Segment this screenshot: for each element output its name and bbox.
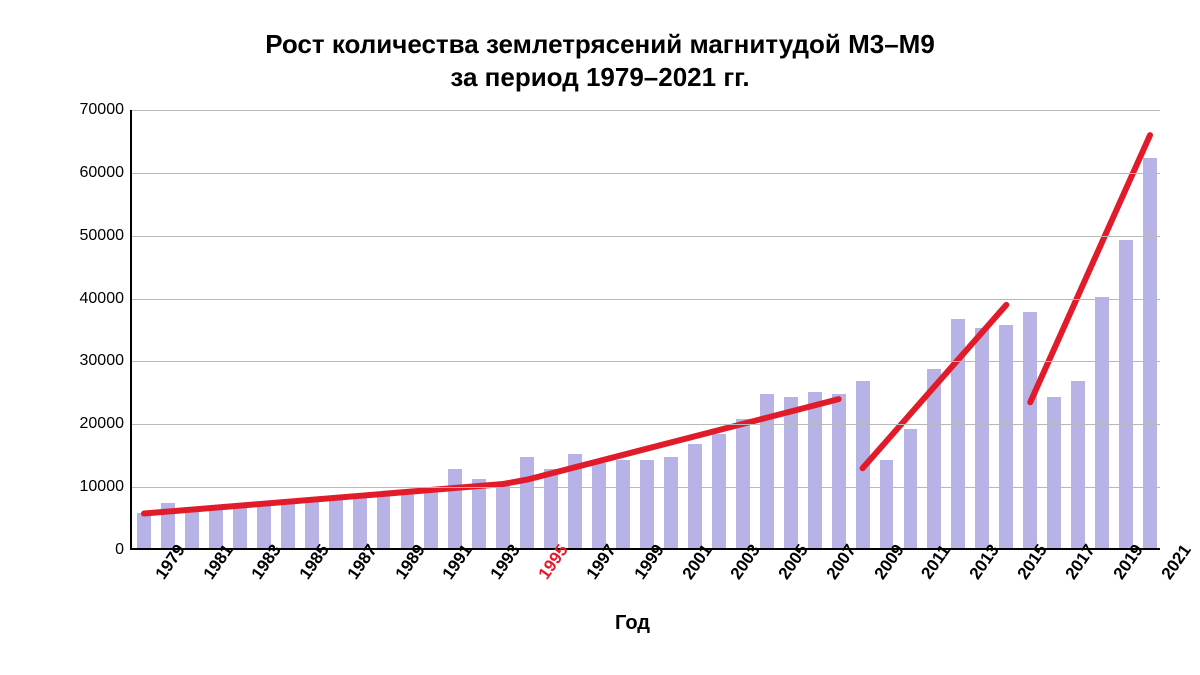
xtick-label: 2021 <box>1158 541 1196 583</box>
ytick-label: 50000 <box>80 227 133 245</box>
ytick-label: 20000 <box>80 415 133 433</box>
gridline <box>132 487 1160 488</box>
ytick-label: 60000 <box>80 164 133 182</box>
chart-title: Рост количества землетрясений магнитудой… <box>0 0 1200 103</box>
trend-lines <box>132 110 1162 550</box>
trend-segment <box>863 305 1007 468</box>
ytick-label: 40000 <box>80 290 133 308</box>
gridline <box>132 236 1160 237</box>
chart-title-line1: Рост количества землетрясений магнитудой… <box>265 29 935 59</box>
gridline <box>132 173 1160 174</box>
gridline <box>132 299 1160 300</box>
gridline <box>132 361 1160 362</box>
chart-plot-area: 0100002000030000400005000060000700001979… <box>130 110 1160 550</box>
x-axis-label: Год <box>615 612 650 635</box>
gridline <box>132 424 1160 425</box>
trend-segment <box>144 399 839 513</box>
chart-title-line2: за период 1979–2021 гг. <box>450 62 749 92</box>
gridline <box>132 110 1160 111</box>
ytick-label: 10000 <box>80 478 133 496</box>
ytick-label: 0 <box>115 541 132 559</box>
ytick-label: 30000 <box>80 352 133 370</box>
ytick-label: 70000 <box>80 101 133 119</box>
